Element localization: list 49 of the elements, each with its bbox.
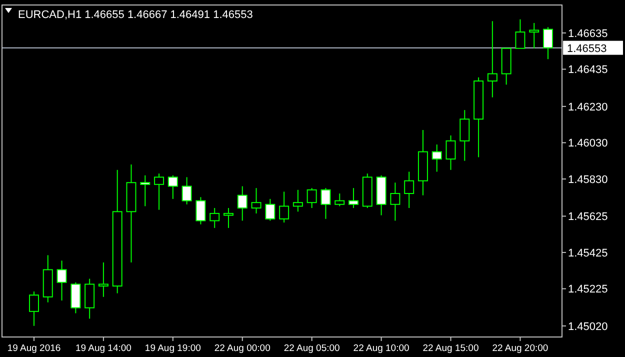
y-tick-label: 1.46030 — [568, 138, 608, 150]
candlestick — [404, 171, 414, 209]
candlestick — [182, 176, 192, 205]
ref-line-label: 1.46553 — [567, 42, 607, 55]
candlestick — [446, 134, 456, 170]
x-tick-label: 22 Aug 10:00 — [353, 343, 410, 354]
candlestick — [29, 290, 39, 326]
candlestick — [56, 260, 67, 302]
x-tick-label: 19 Aug 19:00 — [144, 343, 201, 354]
candlestick — [543, 26, 553, 60]
candlestick — [70, 282, 81, 314]
candlestick — [84, 278, 95, 320]
candlestick — [237, 186, 248, 222]
candlestick — [292, 189, 303, 212]
x-tick-label: 19 Aug 2016 — [7, 343, 61, 354]
candlestick — [320, 188, 331, 220]
x-tick-label: 22 Aug 00:00 — [214, 343, 270, 354]
y-tick-label: 1.45425 — [568, 247, 608, 260]
candlestick — [515, 18, 526, 49]
candlestick — [265, 198, 276, 222]
y-tick-label: 1.46435 — [568, 64, 608, 76]
candlestick — [334, 192, 345, 207]
x-tick-label: 19 Aug 14:00 — [75, 343, 132, 354]
candlestick — [140, 174, 150, 207]
y-tick-label: 1.45830 — [568, 174, 608, 186]
candlestick — [223, 208, 234, 228]
candlestick — [432, 144, 442, 172]
y-tick-label: 1.45625 — [568, 211, 608, 224]
y-tick-label: 1.45225 — [568, 284, 608, 296]
x-tick-label: 22 Aug 05:00 — [284, 343, 340, 354]
candlestick — [390, 182, 400, 222]
x-tick-label: 22 Aug 20:00 — [492, 343, 548, 354]
chart-title: EURCAD,H1 1.46655 1.46667 1.46491 1.46553 — [18, 9, 253, 21]
candlestick — [196, 196, 206, 225]
candlestick — [251, 188, 262, 214]
candlestick — [279, 191, 290, 224]
candlestick — [306, 188, 317, 209]
candlestick — [210, 208, 220, 228]
x-tick-label: 22 Aug 15:00 — [422, 343, 479, 354]
candlestick — [460, 110, 470, 162]
candlestick — [487, 20, 498, 98]
y-tick-label: 1.45020 — [568, 320, 608, 333]
candlestick — [154, 173, 164, 210]
candlestick — [348, 188, 359, 209]
y-tick-label: 1.46635 — [568, 28, 608, 40]
y-tick-label: 1.46230 — [568, 101, 608, 114]
candlestick — [168, 174, 178, 200]
candlestick — [529, 22, 540, 49]
candlestick — [98, 262, 108, 298]
